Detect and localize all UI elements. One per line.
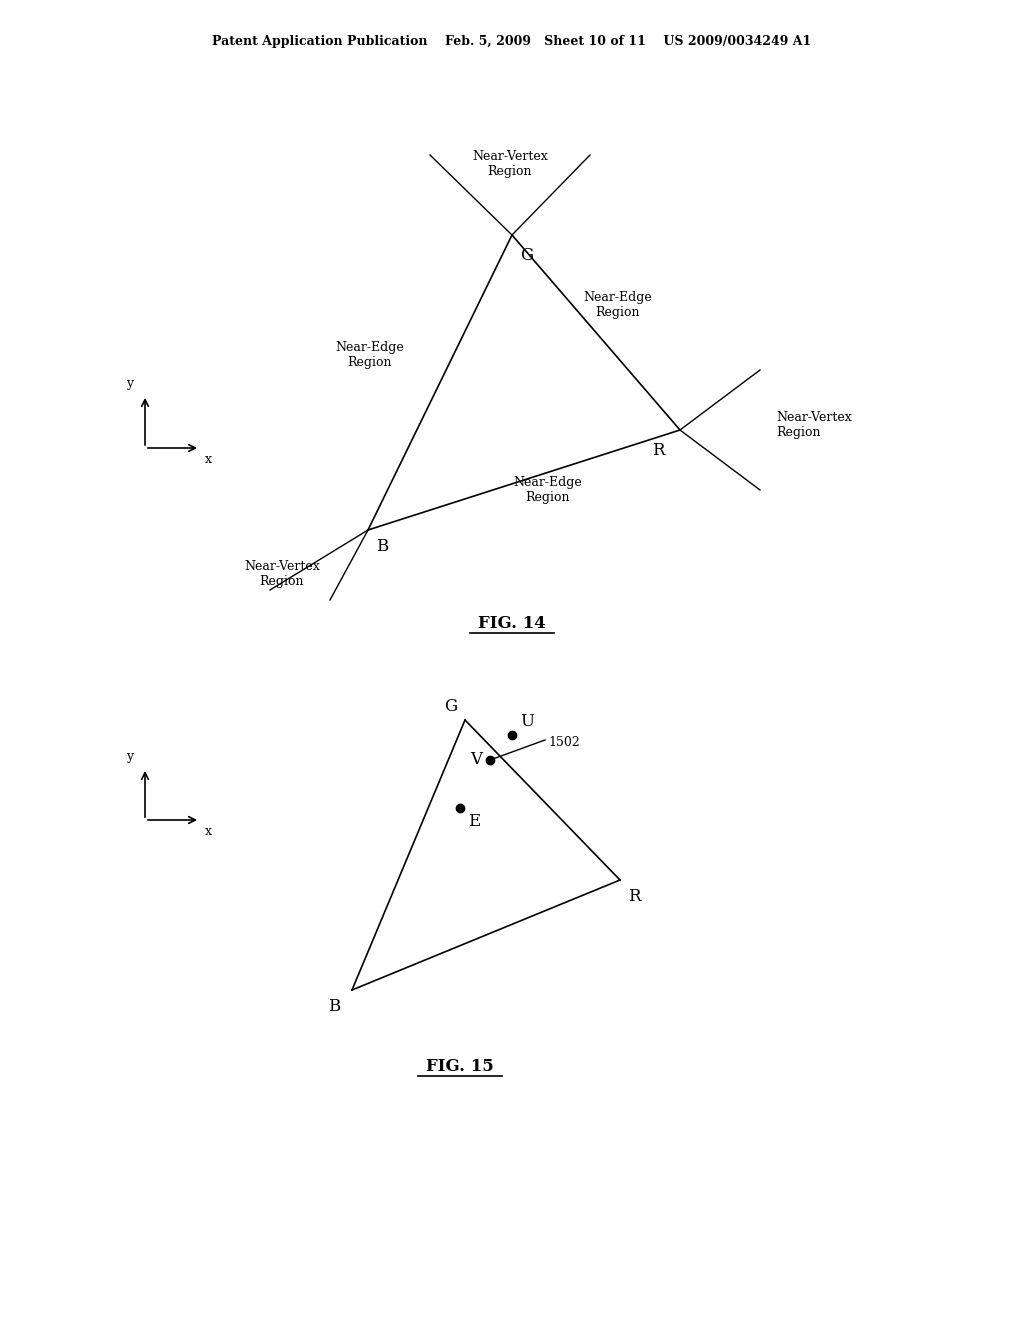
- Text: Near-Vertex
Region: Near-Vertex Region: [244, 560, 319, 587]
- Text: 1502: 1502: [548, 735, 580, 748]
- Text: Near-Vertex
Region: Near-Vertex Region: [472, 150, 548, 178]
- Text: y: y: [126, 378, 133, 389]
- Text: G: G: [520, 247, 534, 264]
- Text: Near-Edge
Region: Near-Edge Region: [514, 477, 583, 504]
- Text: Near-Vertex
Region: Near-Vertex Region: [776, 411, 852, 440]
- Text: G: G: [443, 698, 457, 715]
- Text: R: R: [652, 442, 665, 459]
- Text: FIG. 14: FIG. 14: [478, 615, 546, 632]
- Text: x: x: [205, 453, 212, 466]
- Text: Near-Edge
Region: Near-Edge Region: [584, 290, 652, 319]
- Text: B: B: [328, 998, 340, 1015]
- Text: Near-Edge
Region: Near-Edge Region: [336, 341, 404, 370]
- Text: V: V: [470, 751, 482, 768]
- Text: x: x: [205, 825, 212, 838]
- Text: U: U: [520, 713, 534, 730]
- Text: Patent Application Publication    Feb. 5, 2009   Sheet 10 of 11    US 2009/00342: Patent Application Publication Feb. 5, 2…: [212, 36, 812, 49]
- Text: y: y: [126, 750, 133, 763]
- Text: E: E: [468, 813, 480, 830]
- Text: R: R: [628, 888, 640, 906]
- Text: B: B: [376, 539, 388, 554]
- Text: FIG. 15: FIG. 15: [426, 1059, 494, 1074]
